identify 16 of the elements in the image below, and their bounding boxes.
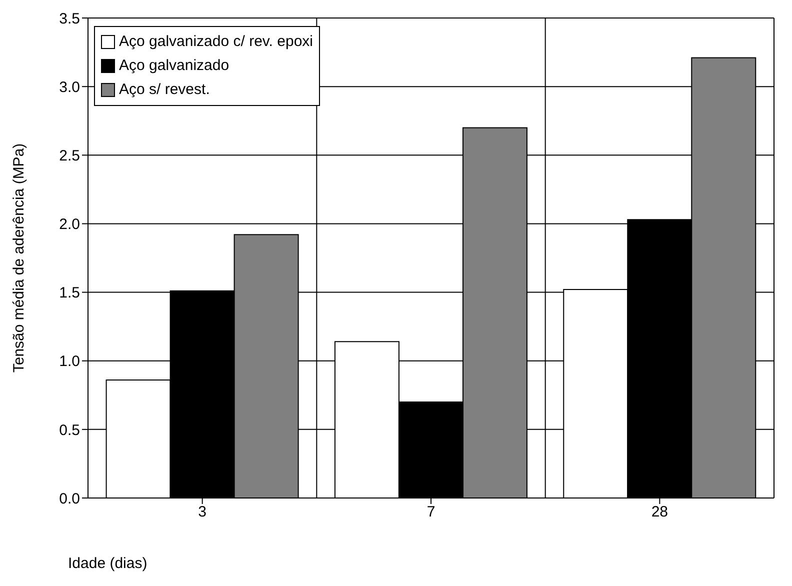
legend-label: Aço galvanizado c/ rev. epoxi xyxy=(118,32,313,52)
y-tick-label: 3.5 xyxy=(59,10,80,28)
x-tick-label: 28 xyxy=(651,504,668,521)
y-tick-label: 2.0 xyxy=(59,216,80,234)
x-tick-label: 3 xyxy=(198,504,207,521)
legend-label: Aço s/ revest. xyxy=(118,80,211,100)
x-tick-label: 7 xyxy=(426,504,436,521)
y-tick-label: 0.5 xyxy=(59,422,80,439)
y-tick-label: 0.0 xyxy=(59,490,80,508)
y-tick-label: 1.0 xyxy=(59,353,80,370)
x-axis-title: Idade (dias) xyxy=(68,555,148,572)
y-tick-label: 2.5 xyxy=(59,147,80,164)
y-axis-title: Tensão média de aderência (MPa) xyxy=(10,143,28,373)
y-tick-label: 3.0 xyxy=(59,78,80,96)
legend-label: Aço galvanizado xyxy=(118,56,230,76)
y-tick-label: 1.5 xyxy=(59,284,80,302)
